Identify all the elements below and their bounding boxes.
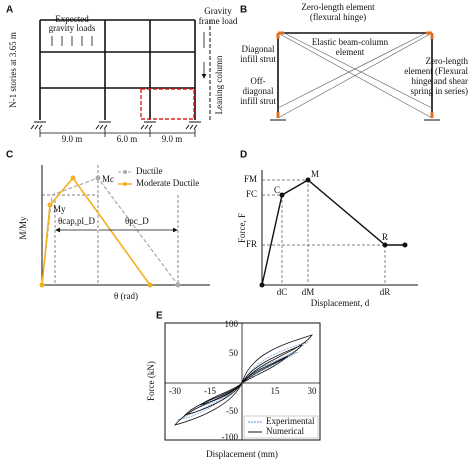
load-arrows — [51, 32, 204, 78]
label: Mc — [102, 174, 114, 184]
label: Elastic beam-column — [312, 37, 389, 47]
label: gravity loads — [49, 23, 96, 33]
span: 9.0 m — [162, 134, 183, 144]
y-tick-label: 100 — [225, 319, 239, 329]
label: θcap,pl_D — [58, 216, 96, 226]
struts — [277, 32, 433, 119]
label: Leaning column — [214, 55, 224, 114]
panel-label: A — [6, 5, 13, 16]
label: Zero-length element — [301, 2, 375, 12]
label: hinge and shear — [412, 76, 468, 86]
x-tick-label: -30 — [169, 386, 181, 396]
supports — [30, 121, 201, 130]
panel-label: C — [6, 150, 13, 161]
label: dM — [302, 287, 315, 297]
x-tick-label: 15 — [271, 386, 281, 396]
label: element (Flexural — [404, 66, 468, 76]
dimension-line — [39, 129, 196, 137]
label: spring in series) — [411, 86, 469, 96]
y-label: M/My — [18, 216, 28, 240]
panel-b: B Zero-length element (flexural hinge) D… — [240, 2, 469, 121]
label: FC — [246, 189, 257, 199]
x-tick-label: 30 — [308, 386, 318, 396]
panel-label: B — [240, 5, 247, 16]
hinges — [276, 31, 434, 118]
label: dR — [380, 287, 391, 297]
panel-label: E — [156, 311, 163, 322]
legend-entry: Ductile — [136, 166, 163, 176]
highlight-box — [140, 88, 195, 120]
label: My — [53, 204, 66, 214]
legend-entry: Experimental — [266, 416, 315, 426]
panel-label: D — [240, 150, 247, 161]
frame — [277, 32, 433, 118]
x-tick-label: -15 — [204, 386, 216, 396]
label: frame load — [199, 16, 238, 26]
panel-d: D FM FC FR C M R dC dM dR Force, F Displ… — [237, 150, 418, 308]
label: Off- — [250, 76, 265, 86]
label: (flexural hinge) — [310, 12, 366, 22]
label: θpc_D — [125, 216, 149, 226]
y-tick-label: -100 — [222, 432, 239, 442]
y-label: Force (kN) — [146, 361, 156, 401]
y-tick-label: -50 — [226, 406, 238, 416]
label: element — [336, 47, 365, 57]
x-label: Displacement, d — [311, 298, 370, 308]
span: 9.0 m — [62, 134, 83, 144]
label: diagonal — [243, 86, 274, 96]
panel-e: E 100 50 -50 -100 -30 -15 15 30 Experime… — [146, 311, 321, 459]
axes — [261, 170, 418, 286]
span: 6.0 m — [117, 134, 138, 144]
panel-c: C Ductile Moderate Ductile Mc My θcap,pl… — [6, 150, 210, 301]
x-label: Displacement (mm) — [206, 449, 278, 459]
label: Expected — [55, 14, 89, 24]
label: M — [311, 169, 319, 179]
numerical — [173, 334, 314, 426]
panel-a: A Expected gravity loads Gravity frame l… — [6, 5, 238, 144]
label: infill strut — [240, 54, 276, 64]
legend — [243, 415, 319, 439]
label: FR — [246, 239, 257, 249]
y-tick-label: 50 — [229, 348, 239, 358]
guides — [42, 165, 179, 285]
label: C — [274, 185, 280, 195]
legend-entry: Moderate Ductile — [136, 178, 199, 188]
label: Diagonal — [242, 44, 275, 54]
plot-frame — [164, 322, 321, 441]
legend-entry: Numerical — [266, 426, 304, 436]
label: Gravity — [204, 6, 232, 16]
label: dC — [277, 287, 288, 297]
x-label: θ (rad) — [114, 291, 138, 301]
label: R — [382, 232, 388, 242]
label: N-1 stories at 3.65 m — [8, 32, 18, 108]
label: infill strut — [240, 96, 276, 106]
label: Zero-length — [426, 56, 469, 66]
frame — [39, 19, 196, 120]
moderate-curve — [41, 176, 151, 286]
label: FM — [244, 174, 257, 184]
y-label: Force, F — [237, 213, 247, 243]
ductile-curve — [41, 177, 179, 286]
